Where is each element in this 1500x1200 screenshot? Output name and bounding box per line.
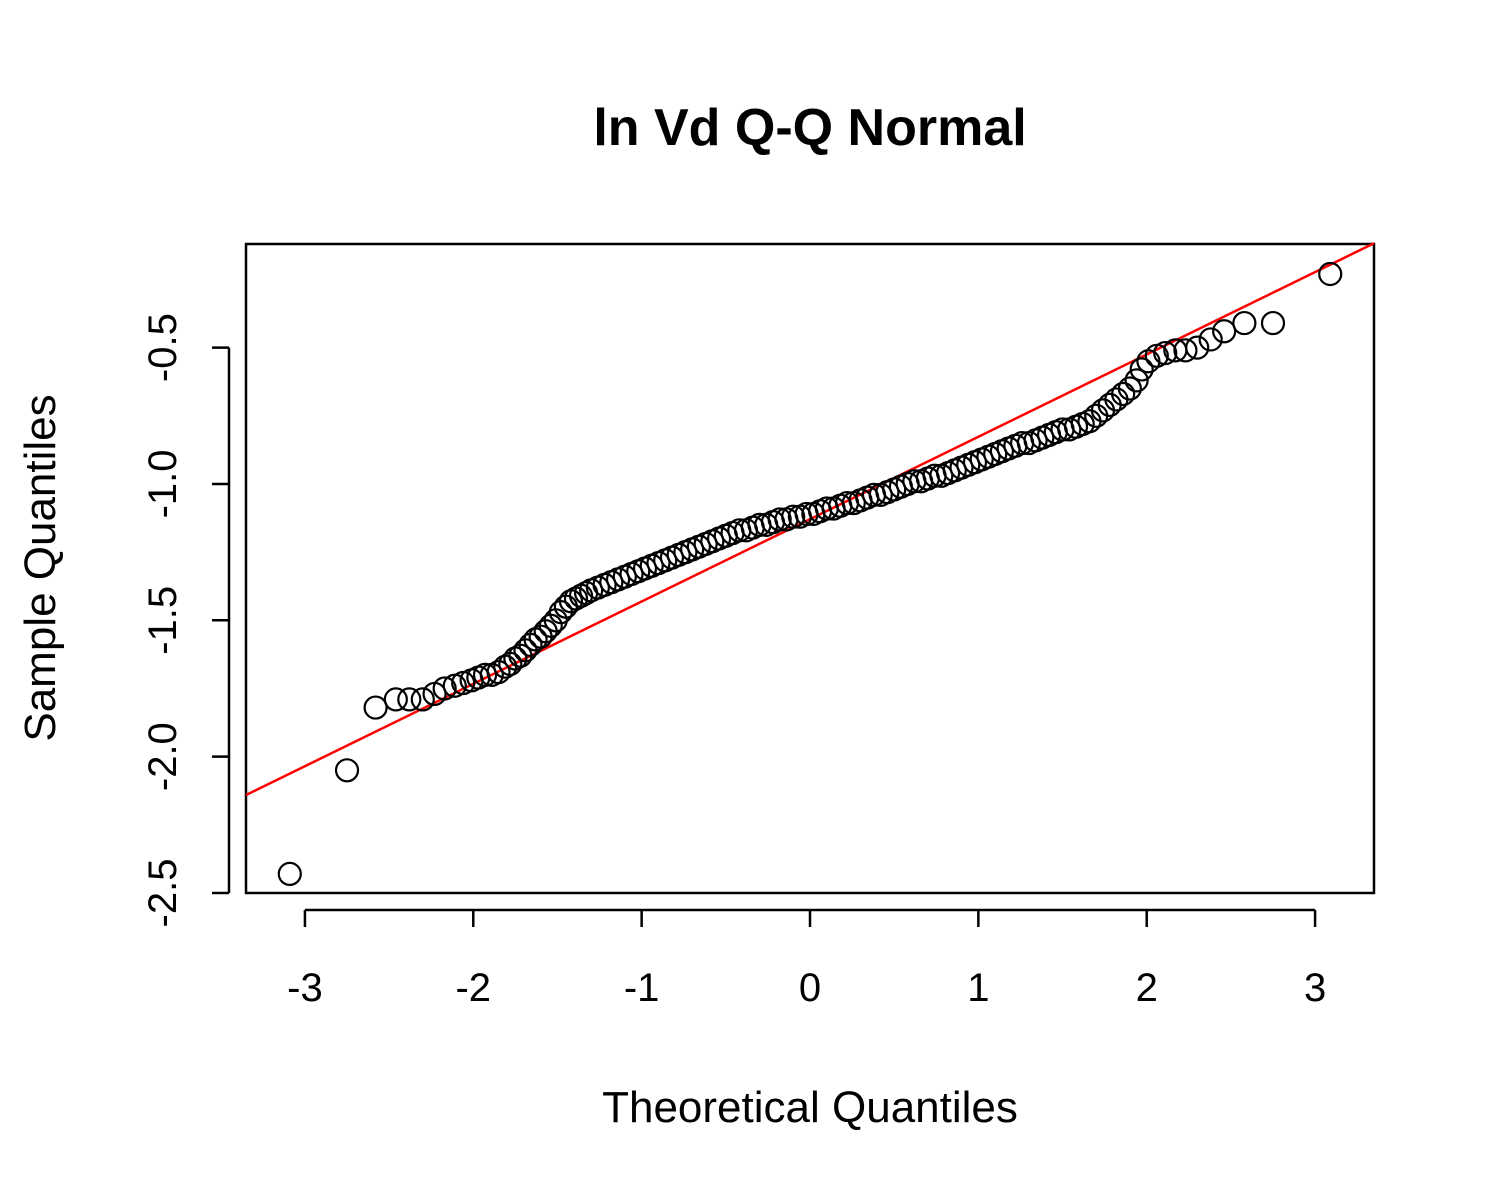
data-point bbox=[383, 687, 408, 712]
data-point bbox=[410, 687, 435, 712]
x-tick-label: 2 bbox=[1136, 966, 1158, 1010]
data-point bbox=[1260, 310, 1286, 336]
data-point bbox=[1090, 398, 1116, 423]
x-tick-label: 1 bbox=[967, 966, 989, 1010]
data-point bbox=[277, 861, 302, 887]
x-tick-label: -3 bbox=[287, 966, 323, 1010]
y-tick-label: -2.5 bbox=[141, 859, 185, 928]
data-point bbox=[1173, 338, 1198, 363]
data-point bbox=[1097, 392, 1122, 417]
data-point bbox=[363, 695, 388, 720]
y-tick-label: -1.5 bbox=[141, 586, 185, 655]
data-point bbox=[1077, 409, 1102, 434]
chart-title: ln Vd Q-Q Normal bbox=[593, 99, 1026, 157]
x-tick-label: -2 bbox=[455, 966, 491, 1010]
y-tick-label: -0.5 bbox=[141, 313, 185, 382]
data-point bbox=[486, 660, 511, 685]
data-point bbox=[1153, 340, 1178, 366]
data-point bbox=[1124, 368, 1149, 393]
x-tick-label: 0 bbox=[799, 966, 821, 1010]
data-point bbox=[472, 662, 498, 687]
data-point bbox=[1185, 335, 1210, 360]
data-point bbox=[432, 676, 457, 701]
y-tick-label: -2.0 bbox=[141, 722, 185, 791]
data-point bbox=[1232, 310, 1257, 336]
data-point bbox=[1318, 261, 1343, 287]
data-point bbox=[334, 758, 360, 783]
x-tick-label: -1 bbox=[624, 966, 660, 1010]
data-point bbox=[1111, 381, 1136, 407]
data-point bbox=[1104, 387, 1129, 412]
data-points bbox=[277, 261, 1343, 887]
y-tick-label: -1.0 bbox=[141, 449, 185, 518]
plot-frame bbox=[244, 242, 1376, 895]
y-axis: -2.5 -2.0 -1.5 -1.0 -0.5 bbox=[141, 313, 231, 928]
data-point bbox=[1198, 327, 1223, 352]
data-point bbox=[781, 504, 806, 529]
data-point bbox=[397, 687, 422, 712]
y-axis-label: Sample Quantiles bbox=[16, 394, 65, 741]
x-tick-label: 3 bbox=[1304, 966, 1326, 1010]
data-point bbox=[1129, 357, 1154, 382]
data-point bbox=[1212, 319, 1237, 344]
data-point bbox=[1117, 376, 1142, 401]
x-axis-label: Theoretical Quantiles bbox=[602, 1083, 1018, 1132]
data-point bbox=[767, 507, 792, 532]
x-axis: -3 -2 -1 0 1 2 3 bbox=[287, 908, 1326, 1010]
